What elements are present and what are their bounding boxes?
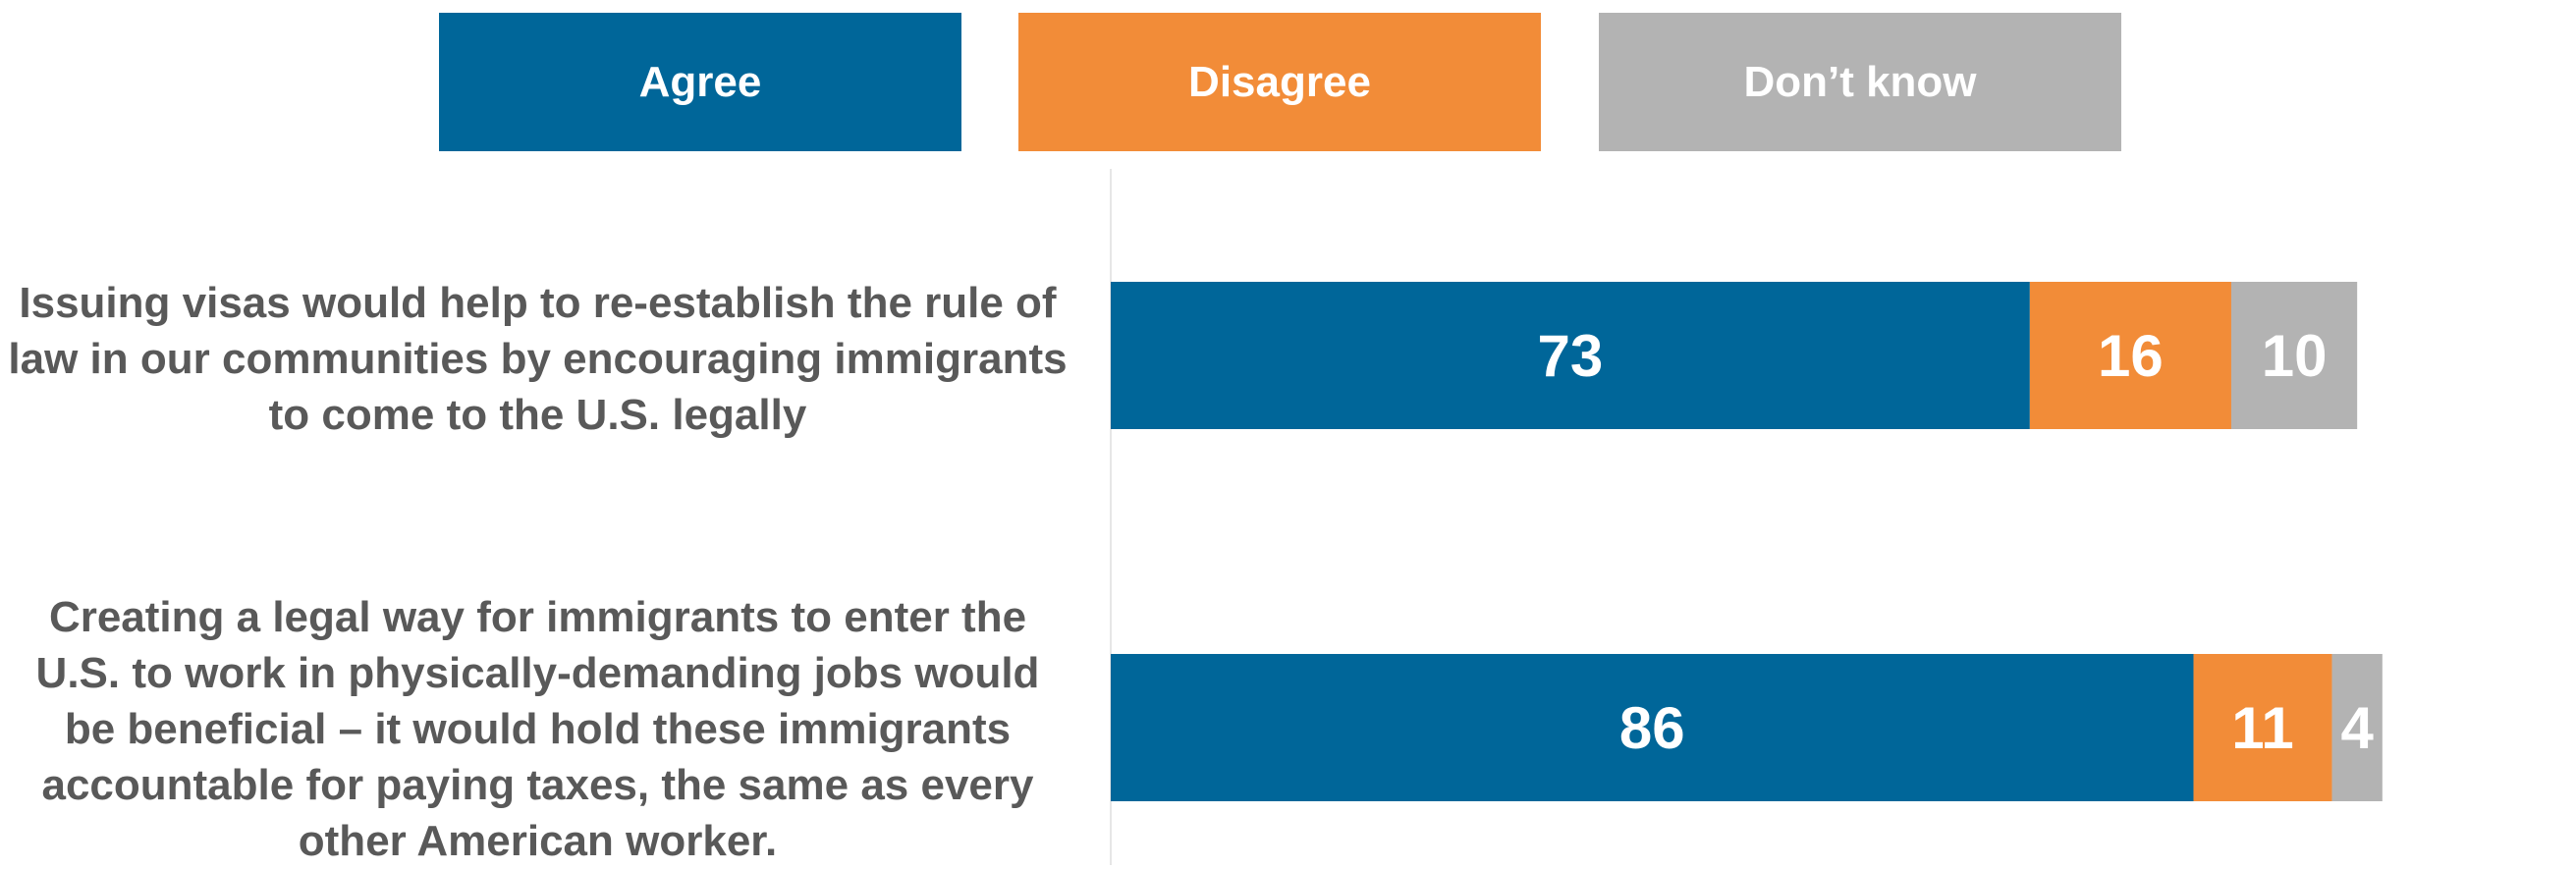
- category-label-legal-work: Creating a legal way for immigrants to e…: [35, 593, 1040, 865]
- data-label-disagree-1: 11: [2231, 695, 2293, 761]
- legend-agree: Agree: [439, 13, 961, 151]
- category-label-rule-of-law: Issuing visas would help to re-establish…: [8, 279, 1068, 439]
- bar-disagree-0: [2029, 282, 2231, 429]
- legend-dont-know: Don’t know: [1599, 13, 2121, 151]
- data-label-agree-0: 73: [1538, 323, 1604, 389]
- bar-agree-1: [1111, 654, 2194, 801]
- data-label-disagree-0: 16: [2098, 323, 2164, 389]
- bar-agree-0: [1111, 282, 2030, 429]
- legend: Agree Disagree Don’t know: [0, 0, 2576, 167]
- data-label-dont-know-0: 10: [2262, 323, 2328, 389]
- bar-disagree-1: [2193, 654, 2332, 801]
- data-label-agree-1: 86: [1619, 695, 1685, 761]
- bar-dont-know-0: [2230, 282, 2358, 429]
- bar-dont-know-1: [2331, 654, 2383, 801]
- legend-disagree: Disagree: [1018, 13, 1541, 151]
- data-label-dont-know-1: 4: [2340, 695, 2374, 761]
